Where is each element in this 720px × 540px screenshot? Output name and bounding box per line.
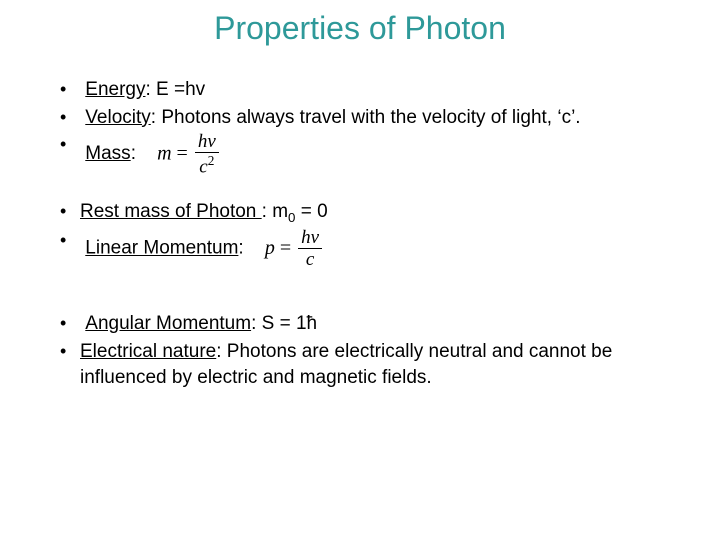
bullet-text: Energy: E =hv [80,77,670,103]
bullet-restmass: • Rest mass of Photon : m0 = 0 [60,199,670,227]
slide-title: Properties of Photon [0,0,720,47]
bullet-text: Linear Momentum: p = hνc [80,228,670,269]
spacer [60,179,670,199]
bullet-angular: • Angular Momentum: S = 1ħ [60,311,670,337]
bullet-icon: • [60,132,80,156]
bullet-icon: • [60,228,80,252]
bullet-icon: • [60,311,80,335]
slide: Properties of Photon • Energy: E =hv • V… [0,0,720,540]
bullet-icon: • [60,339,80,363]
spacer [60,271,670,311]
bullet-energy: • Energy: E =hv [60,77,670,103]
bullet-text: Angular Momentum: S = 1ħ [80,311,670,337]
bullet-momentum: • Linear Momentum: p = hνc [60,228,670,269]
bullet-text: Mass: m = hνc2 [80,132,670,176]
bullet-mass: • Mass: m = hνc2 [60,132,670,176]
bullet-velocity: • Velocity: Photons always travel with t… [60,105,670,131]
bullet-text: Rest mass of Photon : m0 = 0 [80,199,670,227]
bullet-icon: • [60,199,80,223]
bullet-text: Electrical nature: Photons are electrica… [80,339,670,390]
bullet-icon: • [60,105,80,129]
bullet-text: Velocity: Photons always travel with the… [80,105,670,131]
bullet-electrical: • Electrical nature: Photons are electri… [60,339,670,390]
slide-body: • Energy: E =hv • Velocity: Photons alwa… [0,47,720,390]
bullet-icon: • [60,77,80,101]
